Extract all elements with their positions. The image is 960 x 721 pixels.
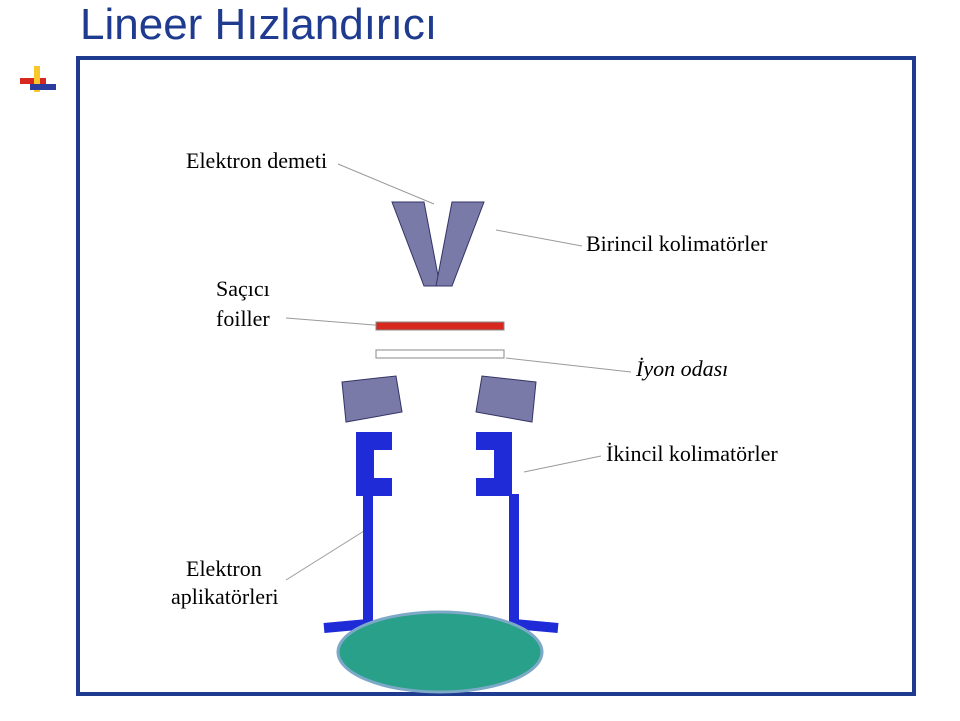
label-primary-collimators: Birincil kolimatörler xyxy=(586,231,767,257)
label-ion-chamber: İyon odası xyxy=(636,356,728,382)
slide-decor-icon xyxy=(20,58,60,98)
label-applicator-2: aplikatörleri xyxy=(171,584,279,610)
label-electron-beam: Elektron demeti xyxy=(186,148,327,174)
label-secondary-collimators: İkincil kolimatörler xyxy=(606,441,778,467)
page-title: Lineer Hızlandırıcı xyxy=(80,0,437,50)
label-scatter-foils-2: foiller xyxy=(216,306,270,332)
label-patient: HASTA xyxy=(396,638,481,668)
label-scatter-foils-1: Saçıcı xyxy=(216,276,270,302)
label-applicator-1: Elektron xyxy=(186,556,262,582)
